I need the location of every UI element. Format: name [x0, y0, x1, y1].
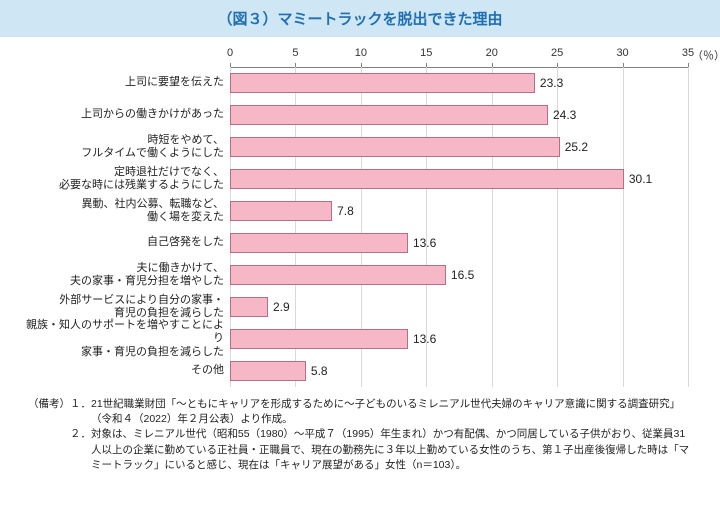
bar-row: 異動、社内公募、転職など、 働く場を変えた7.8 [230, 195, 688, 227]
x-tick: 0 [227, 47, 233, 59]
bar-row: 上司からの働きかけがあった24.3 [230, 99, 688, 131]
x-tick: 5 [292, 47, 298, 59]
bar-label: 定時退社だけでなく、 必要な時には残業するようにした [20, 166, 230, 192]
bar-value: 23.3 [534, 76, 563, 90]
bar: 13.6 [230, 329, 408, 349]
plot-region: 上司に要望を伝えた23.3上司からの働きかけがあった24.3時短をやめて、 フル… [230, 67, 688, 387]
x-tick: 15 [420, 47, 432, 59]
bar-row: 夫に働きかけて、 夫の家事・育児分担を増やした16.5 [230, 259, 688, 291]
bar: 7.8 [230, 201, 332, 221]
note-row: （備考）１．21世紀職業財団「～ともにキャリアを形成するために～子どものいるミレ… [28, 397, 692, 427]
bar-row: 外部サービスにより自分の家事・ 育児の負担を減らした2.9 [230, 291, 688, 323]
bar-label: 上司に要望を伝えた [20, 76, 230, 89]
bar: 5.8 [230, 361, 306, 381]
bar-value: 7.8 [331, 204, 354, 218]
bar-row: 時短をやめて、 フルタイムで働くようにした25.2 [230, 131, 688, 163]
chart-title: （図３）マミートラックを脱出できた理由 [0, 0, 720, 37]
bar: 2.9 [230, 297, 268, 317]
note-body: 対象は、ミレニアル世代（昭和55（1980）～平成７（1995）年生まれ）かつ有… [91, 427, 692, 473]
x-axis: 05101520253035（％） [230, 47, 688, 67]
bar-label: 自己啓発をした [20, 236, 230, 249]
note-body: 21世紀職業財団「～ともにキャリアを形成するために～子どものいるミレニアル世代夫… [91, 397, 692, 427]
bar: 23.3 [230, 73, 535, 93]
bar: 13.6 [230, 233, 408, 253]
x-tick: 10 [355, 47, 367, 59]
bar-value: 2.9 [267, 300, 290, 314]
bar-row: 自己啓発をした13.6 [230, 227, 688, 259]
bar-label: 親族・知人のサポートを増やすことにより 家事・育児の負担を減らした [20, 319, 230, 359]
bar-value: 5.8 [305, 364, 328, 378]
gridline [688, 67, 689, 387]
note-head: （備考）１． [28, 397, 91, 427]
x-tick: 20 [486, 47, 498, 59]
bar-label: 外部サービスにより自分の家事・ 育児の負担を減らした [20, 294, 230, 320]
bar-label: 時短をやめて、 フルタイムで働くようにした [20, 134, 230, 160]
note-row: ２．対象は、ミレニアル世代（昭和55（1980）～平成７（1995）年生まれ）か… [28, 427, 692, 473]
bar: 30.1 [230, 169, 624, 189]
bar-label: その他 [20, 364, 230, 377]
bar-label: 異動、社内公募、転職など、 働く場を変えた [20, 198, 230, 224]
x-tick: 30 [616, 47, 628, 59]
tick-mark [688, 63, 689, 67]
bar: 16.5 [230, 265, 446, 285]
bar-value: 16.5 [445, 268, 474, 282]
bar-value: 25.2 [559, 140, 588, 154]
bar-value: 30.1 [623, 172, 652, 186]
bar-label: 上司からの働きかけがあった [20, 108, 230, 121]
bar-value: 13.6 [407, 332, 436, 346]
x-tick: 25 [551, 47, 563, 59]
x-axis-unit: （％） [692, 47, 720, 63]
note-head: ２． [28, 427, 91, 473]
bar-row: その他5.8 [230, 355, 688, 387]
bar-value: 24.3 [547, 108, 576, 122]
bar-row: 親族・知人のサポートを増やすことにより 家事・育児の負担を減らした13.6 [230, 323, 688, 355]
chart-area: 05101520253035（％） 上司に要望を伝えた23.3上司からの働きかけ… [0, 37, 720, 391]
chart-notes: （備考）１．21世紀職業財団「～ともにキャリアを形成するために～子どものいるミレ… [0, 391, 720, 473]
bar-row: 上司に要望を伝えた23.3 [230, 67, 688, 99]
bar: 25.2 [230, 137, 560, 157]
bar: 24.3 [230, 105, 548, 125]
bar-label: 夫に働きかけて、 夫の家事・育児分担を増やした [20, 262, 230, 288]
bar-row: 定時退社だけでなく、 必要な時には残業するようにした30.1 [230, 163, 688, 195]
bar-value: 13.6 [407, 236, 436, 250]
